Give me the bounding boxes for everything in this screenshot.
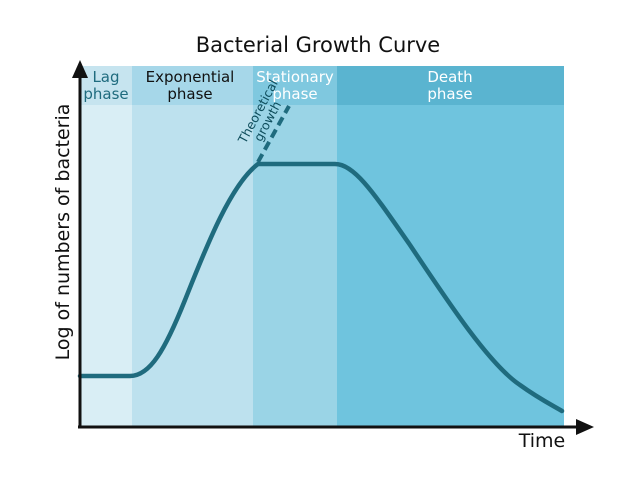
phase-bands [80, 66, 564, 426]
y-axis-arrow-icon [72, 60, 88, 78]
axes [72, 60, 594, 435]
exponential-phase-header [132, 66, 253, 105]
phase-labels: Lag phase Exponential phase Stationary p… [83, 68, 472, 103]
stationary-phase-label-line2: phase [272, 85, 317, 103]
phase-headers [80, 66, 564, 105]
exponential-phase-band [132, 66, 253, 426]
lag-phase-band [80, 66, 132, 426]
x-axis-arrow-icon [576, 419, 594, 435]
x-axis-label: Time [518, 430, 566, 452]
exponential-phase-label-line1: Exponential [146, 68, 235, 86]
growth-curve [77, 161, 565, 414]
lag-phase-label-line2: phase [83, 85, 128, 103]
lag-phase-header [80, 66, 132, 105]
exponential-phase-label-line2: phase [167, 85, 212, 103]
stationary-phase-band [253, 66, 337, 426]
diagram-title: Bacterial Growth Curve [196, 33, 440, 57]
death-phase-label-line1: Death [427, 68, 472, 86]
death-phase-header [337, 66, 564, 105]
stationary-phase-header [253, 66, 337, 105]
y-axis-label: Log of numbers of bacteria [52, 104, 74, 361]
death-phase-band [337, 66, 564, 426]
theoretical-growth-line [256, 105, 291, 163]
lag-phase-label-line1: Lag [92, 68, 119, 86]
stationary-phase-label-line1: Stationary [256, 68, 334, 86]
death-phase-label-line2: phase [427, 85, 472, 103]
